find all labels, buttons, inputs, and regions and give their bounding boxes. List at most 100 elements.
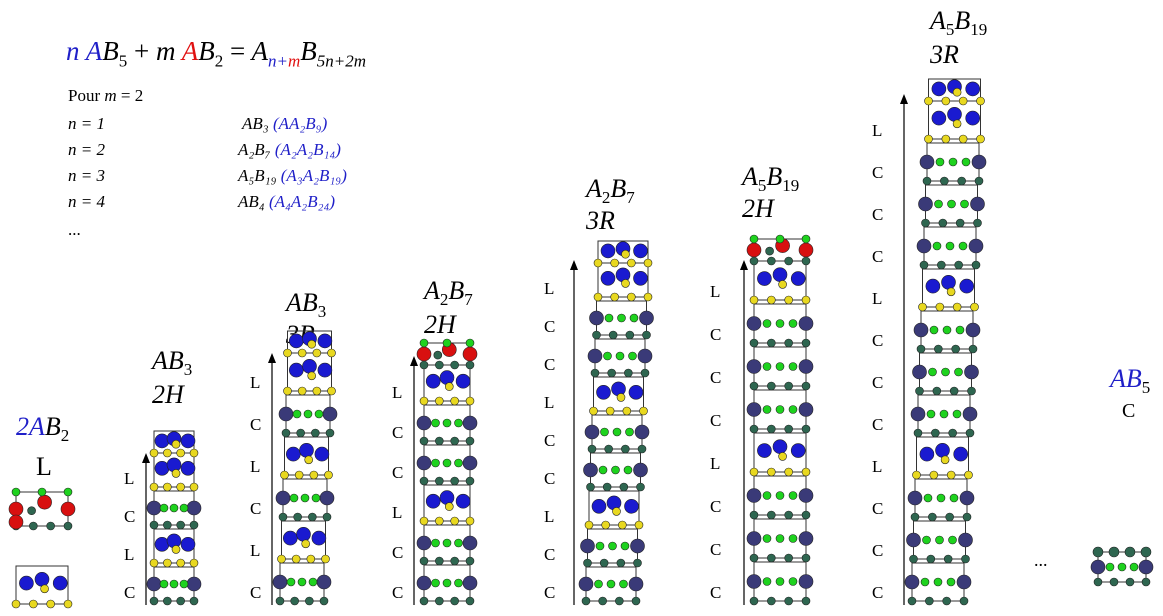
a-atom (416, 575, 432, 591)
type-AB5: C (1122, 400, 1136, 422)
b-atom (778, 452, 787, 461)
a-atom (639, 310, 654, 326)
b-atom (767, 596, 776, 606)
a-atom (589, 310, 604, 326)
a-atom (628, 384, 644, 400)
a-atom (52, 575, 68, 591)
title-AB3-3R: AB3 (286, 288, 327, 322)
b-atom (639, 406, 648, 416)
a-atom (971, 154, 987, 170)
stack-letter: L (872, 289, 883, 308)
a-atom (584, 424, 600, 440)
b-atom (305, 596, 314, 606)
b-atom (952, 409, 962, 419)
b-atom (784, 381, 793, 391)
b-atom (435, 516, 444, 526)
unit-cell-outline (753, 432, 807, 473)
type-A2B7-3R: 3R (586, 206, 615, 235)
b-atom (1124, 546, 1136, 558)
b-atom (971, 260, 981, 270)
b-atom (281, 428, 291, 438)
b-atom (916, 344, 926, 354)
stack-letter: C (872, 331, 884, 350)
b-atom (163, 596, 172, 606)
b-atom (312, 386, 322, 396)
b-atom (767, 553, 776, 563)
a-atom (285, 446, 301, 462)
b-atom (784, 424, 793, 434)
a-atom (965, 110, 981, 126)
a-atom (798, 531, 814, 546)
b-atom (304, 455, 314, 465)
a-atom (757, 443, 772, 458)
b-atom (788, 319, 798, 328)
b-atom (801, 256, 811, 266)
b-atom (11, 487, 21, 497)
b-atom (952, 302, 962, 312)
stacking-arrow-head (410, 356, 418, 366)
b-atom (307, 339, 317, 349)
b-atom (454, 418, 463, 428)
b-atom (784, 256, 793, 266)
b-atom (1093, 577, 1103, 587)
a-atom (634, 424, 650, 440)
b-atom (171, 439, 181, 449)
a-atom (282, 530, 298, 546)
b-atom (767, 381, 776, 391)
a-atom (916, 238, 932, 254)
b-atom (419, 596, 429, 606)
b-atom (1092, 546, 1104, 558)
b-atom (176, 448, 185, 458)
b-atom (297, 577, 307, 587)
a-atom (587, 348, 603, 364)
b-atom (301, 539, 311, 549)
b-atom (946, 287, 956, 297)
stack-letter: C (250, 415, 262, 434)
a-atom (919, 154, 935, 170)
a-atom (316, 574, 332, 590)
b-atom (431, 538, 440, 548)
a-atom (628, 576, 644, 592)
stack-letter: C (250, 499, 262, 518)
a-atom (925, 278, 941, 294)
b-atom (324, 470, 333, 480)
stack-letter: L (250, 541, 261, 560)
b-atom (11, 599, 21, 609)
b-atom (37, 487, 47, 497)
b-atom (419, 516, 429, 526)
a-atom (146, 576, 162, 592)
unit-cell-outline (597, 240, 649, 264)
b-atom (964, 470, 973, 480)
a-atom (970, 196, 985, 212)
b-atom (918, 302, 927, 312)
b-atom (189, 482, 199, 492)
b-atom (958, 96, 968, 106)
b-atom (967, 386, 976, 396)
b-atom (788, 577, 798, 586)
b-atom (311, 493, 321, 503)
b-atom (784, 510, 793, 520)
b-atom (616, 393, 626, 402)
b-atom (465, 338, 475, 348)
b-atom (1109, 577, 1119, 587)
b-atom (163, 448, 172, 458)
b-atom (775, 362, 785, 371)
b-atom (293, 512, 302, 522)
b-atom (583, 558, 592, 568)
stack-letter: L (710, 454, 721, 473)
a-atom (146, 500, 162, 516)
b-atom (767, 424, 776, 434)
b-atom (606, 579, 616, 589)
b-atom (307, 371, 317, 381)
b-atom (621, 444, 630, 454)
a-atom (600, 243, 616, 259)
b-atom (926, 409, 936, 419)
b-atom (961, 157, 971, 167)
type-A5B19-2H: 2H (742, 194, 774, 223)
b-atom (960, 199, 969, 209)
a-atom (798, 242, 814, 258)
a-atom (906, 532, 921, 548)
b-atom (619, 482, 629, 492)
b-atom (431, 458, 440, 468)
b-atom (767, 467, 776, 477)
